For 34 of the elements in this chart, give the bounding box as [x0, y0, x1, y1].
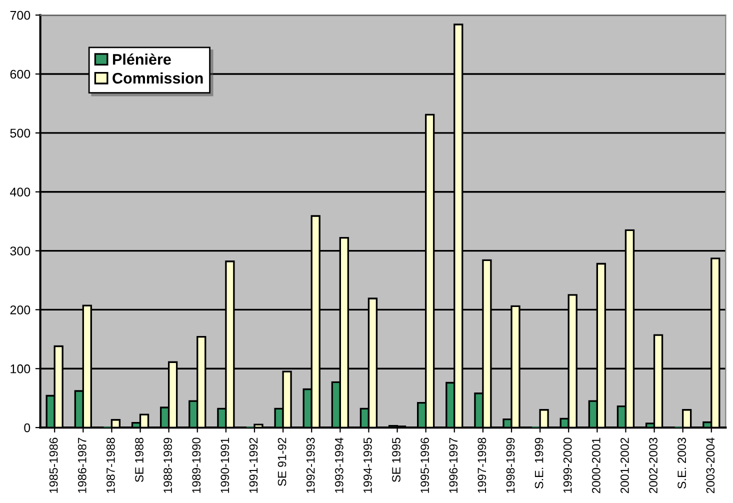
- x-tick-label: S.E. 2003: [678, 438, 686, 489]
- x-tick-label: 1985-1986: [49, 438, 58, 493]
- x-tick-label: 1999-2000: [563, 438, 572, 493]
- x-tick-label: SE 1995: [392, 438, 400, 482]
- x-tick-label: 2000-2001: [592, 438, 600, 494]
- x-tick-label: 1996-1997: [449, 438, 458, 493]
- x-tick-label: 2001-2002: [620, 438, 629, 494]
- y-tick-label: 700: [10, 10, 30, 20]
- x-tick-label: S.E. 1999: [534, 438, 544, 489]
- y-tick-label: 600: [10, 70, 30, 79]
- y-tick-label: 200: [10, 306, 30, 314]
- y-tick-label: 400: [10, 188, 30, 197]
- x-tick-label: 1991-1992: [249, 438, 258, 493]
- x-tick-label: 2003-2004: [706, 438, 715, 494]
- y-tick-label: 100: [10, 364, 30, 374]
- y-tick-label: 500: [10, 128, 30, 138]
- x-tick-label: 2002-2003: [649, 438, 658, 494]
- legend-label: Commission: [112, 72, 203, 84]
- x-tick-label: 1995-1996: [420, 438, 429, 493]
- x-tick-label: 1997-1998: [478, 438, 486, 493]
- x-tick-label: 1986-1987: [78, 438, 86, 493]
- x-tick-label: 1993-1994: [334, 438, 344, 493]
- x-tick-label: SE 91-92: [278, 438, 286, 486]
- x-tick-label: 1989-1990: [192, 438, 201, 493]
- y-tick-label: 0: [24, 423, 30, 432]
- x-tick-label: SE 1988: [135, 438, 144, 482]
- x-tick-label: 1998-1999: [506, 438, 515, 493]
- legend-label: Plénière: [113, 53, 171, 65]
- x-tick-label: 1987-1988: [106, 438, 115, 493]
- x-tick-label: 1990-1991: [220, 438, 230, 493]
- x-tick-label: 1988-1989: [164, 438, 172, 493]
- y-tick-label: 300: [10, 246, 30, 256]
- x-tick-label: 1992-1993: [306, 438, 315, 493]
- x-tick-label: 1994-1995: [364, 438, 372, 493]
